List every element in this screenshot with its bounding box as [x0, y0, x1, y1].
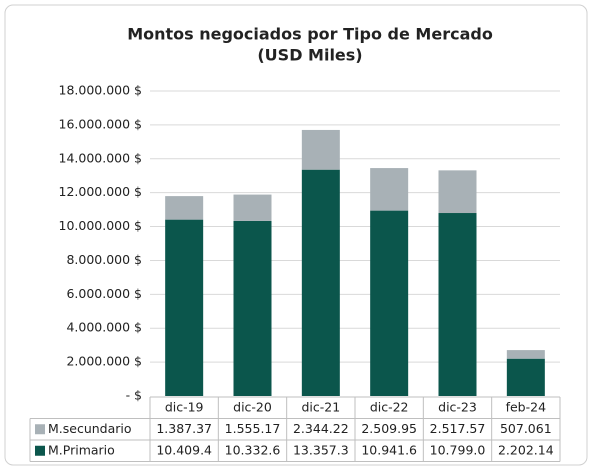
table-value: 1.555.17 [225, 421, 281, 436]
table-value: 507.061 [500, 421, 552, 436]
bar-segment [233, 194, 272, 221]
x-tick-label: dic-22 [370, 399, 409, 414]
legend-swatch [35, 424, 45, 435]
x-tick-label: dic-20 [233, 399, 272, 414]
y-tick-label: 18.000.000 $ [59, 83, 143, 98]
y-tick-label: 2.000.000 $ [66, 354, 142, 369]
bar-segment [438, 213, 477, 396]
table-value: 1.387.37 [156, 421, 212, 436]
bar-segment [370, 210, 409, 396]
x-tick-label: dic-21 [301, 399, 340, 414]
x-tick-label: dic-19 [165, 399, 204, 414]
bar-segment [438, 170, 477, 214]
table-value: 2.517.57 [430, 421, 486, 436]
y-tick-label: - $ [126, 388, 142, 403]
x-tick-label: dic-23 [438, 399, 477, 414]
table-value: 2.344.22 [293, 421, 349, 436]
bar-segment [506, 358, 545, 396]
x-tick-label: feb-24 [506, 399, 546, 414]
bar-segment [165, 196, 204, 220]
bar-segment [301, 169, 340, 396]
chart-subtitle: (USD Miles) [257, 46, 362, 65]
table-value: 10.941.6 [361, 442, 417, 457]
bar-segment [370, 168, 409, 211]
chart-title: Montos negociados por Tipo de Mercado [127, 25, 493, 44]
table-value: 2.202.14 [498, 442, 554, 457]
legend-label: M.Primario [48, 442, 115, 457]
legend-label: M.secundario [48, 421, 132, 436]
y-tick-label: 16.000.000 $ [59, 116, 143, 131]
y-tick-label: 10.000.000 $ [59, 218, 143, 233]
bar-segment [301, 129, 340, 170]
y-tick-label: 8.000.000 $ [66, 252, 142, 267]
y-tick-label: 4.000.000 $ [66, 320, 142, 335]
table-value: 10.332.6 [225, 442, 281, 457]
y-tick-label: 12.000.000 $ [59, 184, 143, 199]
bar-segment [506, 350, 545, 359]
y-tick-label: 14.000.000 $ [59, 150, 143, 165]
legend-swatch [35, 445, 45, 456]
bar-segment [233, 220, 272, 396]
chart-frame [4, 4, 588, 466]
table-value: 2.509.95 [361, 421, 417, 436]
table-value: 10.409.4 [156, 442, 212, 457]
bar-segment [165, 219, 204, 396]
table-value: 10.799.0 [430, 442, 486, 457]
table-value: 13.357.3 [293, 442, 349, 457]
y-tick-label: 6.000.000 $ [66, 286, 142, 301]
